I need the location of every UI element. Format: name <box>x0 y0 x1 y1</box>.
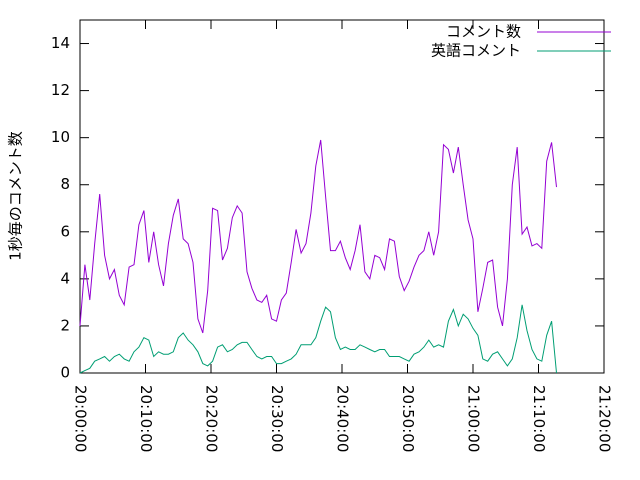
y-tick-label: 14 <box>51 34 70 52</box>
x-tick-label: 20:50:00 <box>399 385 417 452</box>
legend-label: 英語コメント <box>431 42 521 60</box>
y-tick-label: 2 <box>60 316 70 334</box>
x-tick-label: 20:20:00 <box>203 385 221 452</box>
x-tick-label: 20:10:00 <box>137 385 155 452</box>
x-tick-label: 21:10:00 <box>530 385 548 452</box>
series-line <box>79 139 557 334</box>
y-tick-label: 0 <box>60 364 70 382</box>
y-axis-label: 1秒毎のコメント数 <box>7 131 25 261</box>
legend-label: コメント数 <box>446 23 521 41</box>
y-tick-label: 4 <box>60 269 70 287</box>
x-tick-label: 21:20:00 <box>596 385 614 452</box>
x-tick-label: 20:30:00 <box>268 385 286 452</box>
series-line <box>79 304 557 374</box>
x-tick-label: 20:40:00 <box>334 385 352 452</box>
y-tick-label: 12 <box>51 81 70 99</box>
y-tick-label: 10 <box>51 128 70 146</box>
x-tick-label: 20:00:00 <box>72 385 90 452</box>
x-tick-label: 21:00:00 <box>465 385 483 452</box>
y-tick-label: 8 <box>60 175 70 193</box>
y-tick-label: 6 <box>60 222 70 240</box>
